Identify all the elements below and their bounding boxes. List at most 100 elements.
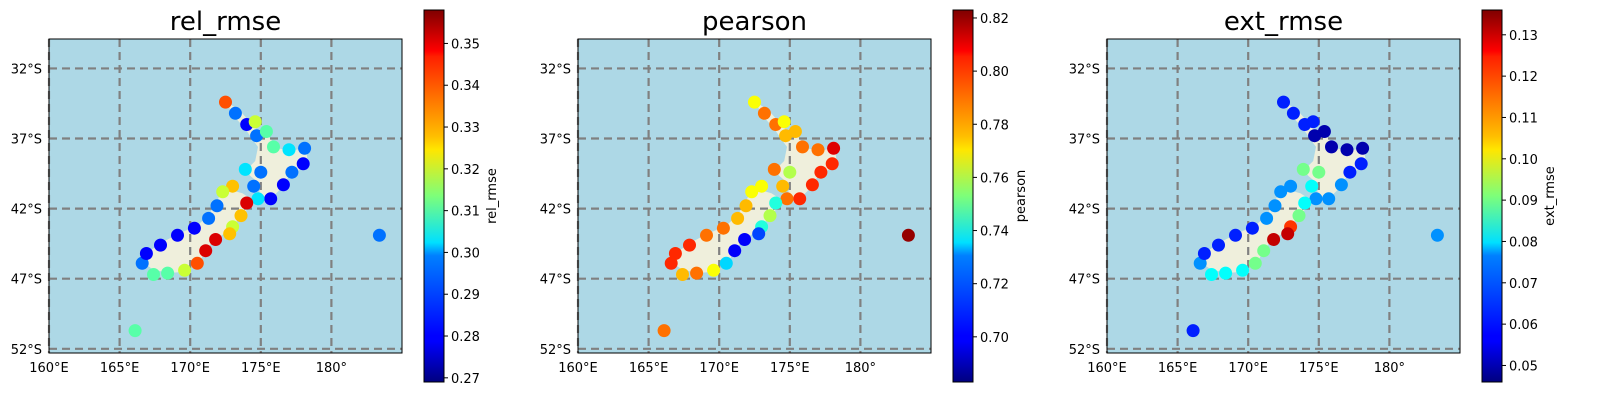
colorbar-tick-label: 0.80: [980, 65, 1009, 80]
station-point: [1260, 211, 1274, 225]
station-point: [827, 141, 841, 155]
station-point: [700, 228, 713, 242]
station-point: [1248, 256, 1262, 270]
station-point: [1334, 178, 1348, 192]
station-point: [805, 178, 819, 192]
colorbar-tick-label: 0.10: [1509, 153, 1538, 168]
station-point: [755, 179, 769, 193]
station-point: [676, 268, 689, 281]
station-point: [1340, 143, 1354, 157]
station-point: [298, 141, 312, 155]
station-point: [226, 179, 240, 193]
x-tick-label: 160°E: [29, 361, 69, 376]
colorbar-tick-label: 0.29: [451, 288, 480, 303]
colorbar-tick-label: 0.31: [451, 205, 480, 220]
station-point: [282, 143, 296, 157]
x-tick-label: 165°E: [1158, 361, 1198, 376]
station-point: [1292, 209, 1306, 223]
panel-title: ext_rmse: [1224, 7, 1343, 37]
x-tick-label: 175°E: [241, 361, 281, 376]
colorbar-tick-label: 0.12: [1509, 70, 1538, 85]
station-point: [1306, 115, 1320, 129]
colorbar-tick-label: 0.08: [1509, 235, 1538, 250]
x-tick-label: 175°E: [1299, 361, 1339, 376]
colorbar-label: ext_rmse: [1543, 166, 1558, 226]
station-point: [780, 192, 794, 206]
station-point: [901, 228, 915, 242]
station-point: [178, 263, 192, 277]
station-point: [199, 244, 213, 258]
colorbar-tick-label: 0.11: [1509, 111, 1538, 126]
station-point: [190, 256, 204, 270]
colorbar: [1481, 9, 1503, 383]
station-point: [296, 157, 310, 171]
colorbar-tick-label: 0.30: [451, 246, 480, 261]
station-point: [716, 221, 730, 235]
station-point: [657, 324, 671, 338]
colorbar-tick-label: 0.34: [451, 79, 480, 94]
colorbar-tick-label: 0.35: [451, 37, 480, 52]
station-point: [209, 233, 223, 246]
station-point: [779, 129, 793, 143]
station-point: [219, 95, 232, 109]
station-point: [267, 140, 280, 154]
station-point: [683, 238, 696, 252]
station-point: [264, 192, 278, 206]
station-point: [1286, 106, 1300, 120]
station-point: [1356, 141, 1370, 155]
station-point: [1186, 324, 1200, 338]
colorbar-tick-label: 0.78: [980, 118, 1009, 133]
panel-ext_rmse: ext_rmse 160°E 165°E 170°E 175°E 180° 32°S 37°S…: [1069, 7, 1558, 383]
station-point: [147, 268, 160, 281]
y-tick-label: 37°S: [11, 133, 42, 148]
station-point: [748, 95, 761, 109]
station-point: [1245, 221, 1259, 235]
station-point: [1277, 95, 1290, 109]
station-point: [1298, 196, 1312, 210]
colorbar-tick-label: 0.05: [1509, 359, 1538, 374]
y-tick-label: 42°S: [1069, 203, 1100, 218]
station-point: [154, 238, 167, 252]
station-point: [1343, 165, 1357, 179]
x-tick-label: 175°E: [770, 361, 810, 376]
y-tick-label: 47°S: [1069, 273, 1100, 288]
colorbar-tick-label: 0.70: [980, 331, 1009, 346]
colorbar-label: pearson: [1014, 170, 1029, 223]
station-point: [248, 115, 262, 129]
y-tick-label: 42°S: [540, 203, 571, 218]
station-point: [825, 157, 839, 171]
colorbar-label: rel_rmse: [485, 168, 500, 224]
panel-title: pearson: [702, 7, 807, 37]
station-point: [247, 179, 261, 193]
station-point: [738, 233, 752, 246]
station-point: [1267, 233, 1281, 246]
station-point: [251, 192, 265, 206]
y-tick-label: 47°S: [11, 273, 42, 288]
y-tick-label: 37°S: [540, 133, 571, 148]
y-tick-label: 47°S: [540, 273, 571, 288]
station-point: [776, 179, 790, 193]
colorbar: [952, 9, 974, 383]
station-point: [763, 209, 777, 223]
station-point: [187, 221, 201, 235]
y-tick-label: 52°S: [540, 343, 571, 358]
station-point: [1212, 238, 1225, 252]
station-point: [664, 256, 678, 270]
station-point: [1268, 199, 1282, 213]
colorbar-tick-label: 0.32: [451, 163, 480, 178]
station-point: [234, 209, 248, 223]
axes-frame: [48, 38, 403, 354]
station-point: [1317, 125, 1331, 138]
x-tick-label: 170°E: [1228, 361, 1268, 376]
x-tick-label: 160°E: [1087, 361, 1127, 376]
station-point: [135, 256, 149, 270]
station-point: [745, 185, 759, 199]
station-point: [1430, 228, 1444, 242]
station-point: [372, 228, 386, 242]
panel-rel_rmse: rel_rmse 160°E 165°E 170°E 175°E 180° 32°S 37°S…: [11, 7, 500, 387]
station-point: [719, 256, 733, 270]
station-point: [128, 324, 142, 338]
y-tick-label: 52°S: [11, 343, 42, 358]
x-tick-label: 180°: [1374, 361, 1405, 376]
